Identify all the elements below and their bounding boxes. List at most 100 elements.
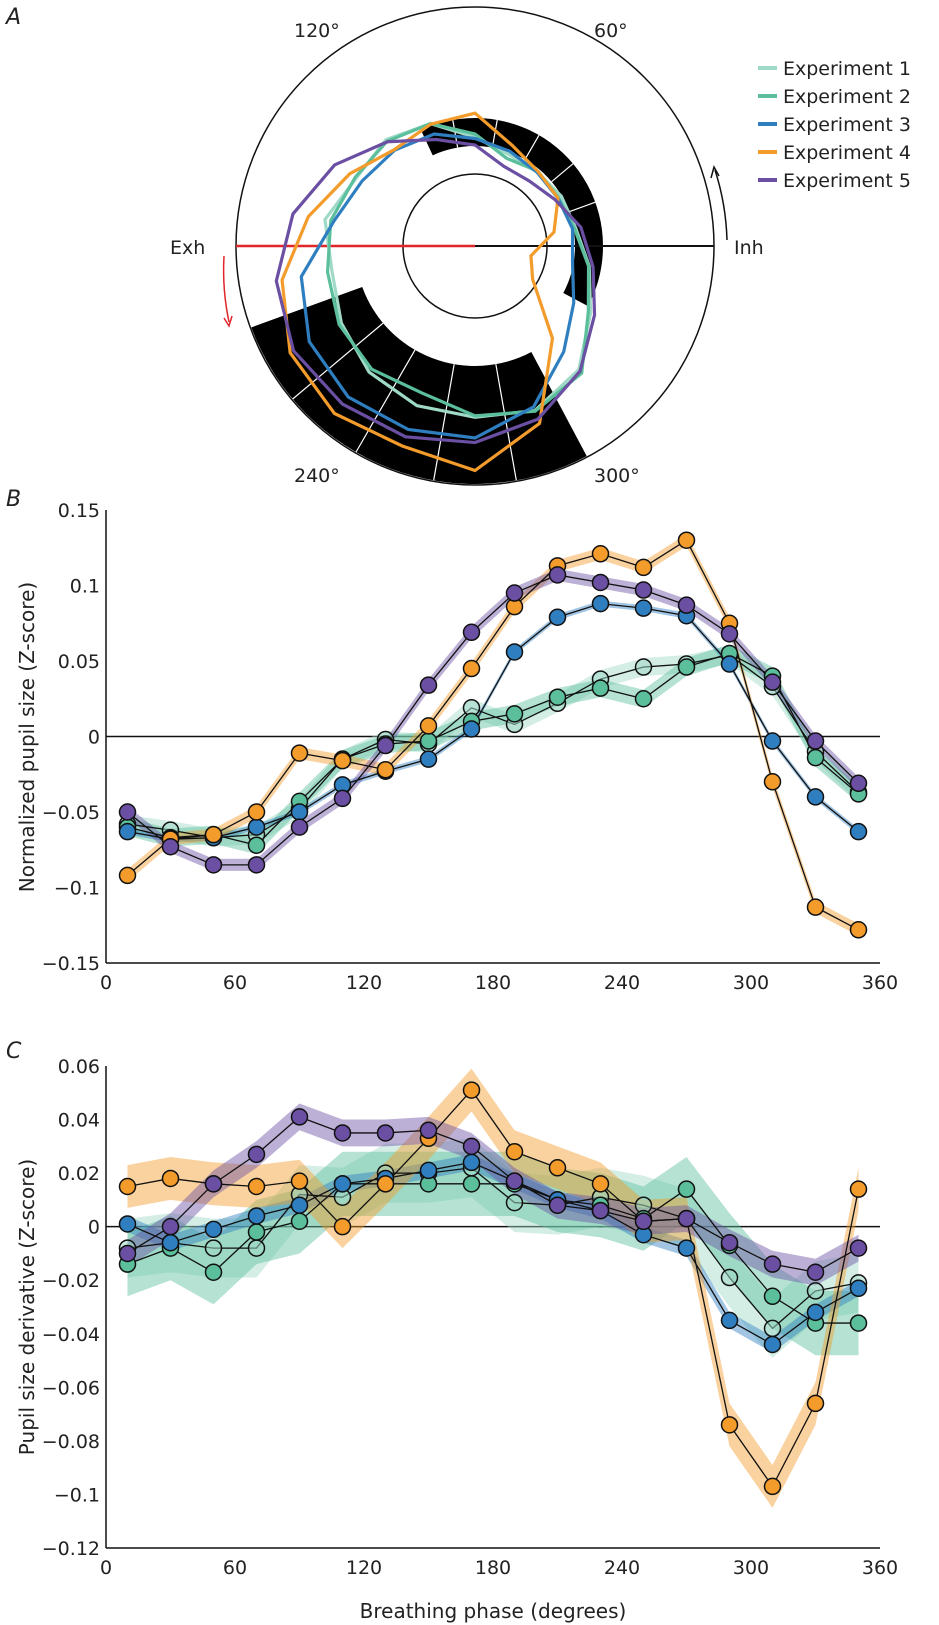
x-tick-label: 360 bbox=[862, 1557, 898, 1579]
angle-label-60: 60° bbox=[594, 20, 628, 42]
inhale-arrowhead-icon bbox=[710, 165, 720, 179]
data-point-experiment-2 bbox=[548, 688, 567, 706]
data-point-experiment-5 bbox=[118, 803, 137, 821]
data-point-experiment-5 bbox=[204, 856, 223, 874]
x-tick-label: 300 bbox=[733, 1557, 769, 1579]
y-tick-label: −0.06 bbox=[42, 1377, 100, 1399]
data-point-experiment-3 bbox=[763, 1335, 782, 1354]
x-tick-label: 180 bbox=[475, 972, 511, 994]
data-point-experiment-4 bbox=[763, 773, 782, 791]
y-tick-label: 0.15 bbox=[58, 500, 100, 522]
data-point-experiment-3 bbox=[849, 822, 868, 841]
x-tick-label: 0 bbox=[100, 972, 112, 994]
data-point-experiment-4 bbox=[806, 1394, 825, 1413]
data-point-experiment-1 bbox=[634, 658, 653, 676]
axes-b: 0 60 120 180 240 300 360 0.15 0.1 0.05 0 −0.05 −0.1 −… bbox=[42, 500, 898, 994]
data-point-experiment-1 bbox=[763, 1319, 782, 1338]
x-tick-label: 60 bbox=[223, 1557, 247, 1579]
data-point-experiment-3 bbox=[419, 750, 438, 768]
y-tick-label: −0.12 bbox=[42, 1538, 100, 1560]
data-point-experiment-5 bbox=[849, 774, 868, 793]
data-point-experiment-5 bbox=[247, 856, 266, 874]
y-tick-label: 0.06 bbox=[58, 1056, 100, 1078]
data-point-experiment-2 bbox=[634, 690, 653, 708]
data-point-experiment-5 bbox=[247, 1145, 266, 1164]
data-point-experiment-4 bbox=[118, 866, 137, 885]
data-point-experiment-4 bbox=[548, 1159, 567, 1177]
inhale-direction-arrow bbox=[714, 169, 728, 241]
data-point-experiment-5 bbox=[462, 1137, 481, 1156]
data-point-experiment-2 bbox=[204, 1263, 223, 1281]
data-point-experiment-5 bbox=[548, 566, 567, 584]
panel-label-c: C bbox=[6, 1039, 22, 1064]
x-tick-label: 0 bbox=[100, 1557, 112, 1579]
series-line-experiment-1 bbox=[127, 654, 859, 839]
data-point-experiment-1 bbox=[806, 1282, 825, 1300]
data-point-experiment-4 bbox=[462, 1081, 481, 1099]
x-tick-label: 300 bbox=[733, 972, 769, 994]
data-point-experiment-3 bbox=[806, 1303, 825, 1322]
y-tick-label: −0.02 bbox=[42, 1270, 100, 1292]
data-point-experiment-5 bbox=[677, 596, 696, 614]
data-point-experiment-2 bbox=[763, 1287, 782, 1306]
data-point-experiment-3 bbox=[419, 1161, 438, 1180]
data-point-experiment-4 bbox=[333, 751, 352, 770]
data-point-experiment-3 bbox=[849, 1279, 868, 1298]
data-point-experiment-4 bbox=[247, 1177, 266, 1196]
polar-trace-experiment-4 bbox=[280, 111, 560, 473]
legend-label-experiment-1: Experiment 1 bbox=[783, 58, 911, 80]
y-axis-label-c: Pupil size derivative (Z-score) bbox=[15, 1159, 39, 1455]
angle-label-120: 120° bbox=[294, 20, 340, 42]
data-point-experiment-4 bbox=[677, 531, 696, 549]
data-point-experiment-4 bbox=[591, 1175, 610, 1193]
data-point-experiment-5 bbox=[720, 625, 739, 643]
data-point-experiment-5 bbox=[376, 736, 395, 755]
data-point-experiment-3 bbox=[763, 732, 782, 750]
data-point-experiment-4 bbox=[849, 1180, 868, 1198]
data-point-experiment-4 bbox=[462, 659, 481, 678]
data-point-experiment-2 bbox=[591, 679, 610, 697]
data-point-experiment-5 bbox=[419, 676, 438, 694]
data-point-experiment-3 bbox=[677, 1239, 696, 1257]
data-point-experiment-5 bbox=[763, 673, 782, 691]
data-point-experiment-3 bbox=[462, 720, 481, 738]
data-point-experiment-2 bbox=[806, 748, 825, 767]
series-line-experiment-2 bbox=[127, 1183, 859, 1324]
data-point-experiment-4 bbox=[634, 558, 653, 577]
y-tick-label: −0.15 bbox=[42, 953, 100, 975]
legend-label-experiment-4: Experiment 4 bbox=[783, 142, 911, 164]
polar-band-divider bbox=[292, 322, 384, 400]
data-point-experiment-1 bbox=[204, 1239, 223, 1257]
data-point-experiment-3 bbox=[333, 1175, 352, 1193]
x-tick-label: 60 bbox=[223, 972, 247, 994]
axes-c: 0 60 120 180 240 300 360 0.06 0.04 0.02 0 −0.02 −0.0… bbox=[42, 1056, 898, 1579]
y-tick-label: −0.08 bbox=[42, 1431, 100, 1453]
data-point-experiment-3 bbox=[720, 1311, 739, 1330]
data-point-experiment-4 bbox=[376, 760, 395, 779]
data-point-experiment-4 bbox=[591, 545, 610, 563]
data-point-experiment-3 bbox=[290, 1196, 309, 1214]
data-point-experiment-5 bbox=[290, 1108, 309, 1126]
data-point-experiment-5 bbox=[505, 584, 524, 602]
data-point-experiment-3 bbox=[118, 822, 137, 841]
polar-trace-experiment-2 bbox=[325, 121, 591, 418]
polar-trace-experiment-5 bbox=[274, 137, 597, 445]
data-point-experiment-4 bbox=[290, 744, 309, 762]
data-point-experiment-5 bbox=[290, 818, 309, 836]
data-point-experiment-4 bbox=[161, 1169, 180, 1188]
series-line-experiment-4 bbox=[127, 539, 859, 931]
polar-band-divider bbox=[491, 119, 498, 148]
data-point-experiment-5 bbox=[376, 1124, 395, 1142]
data-point-experiment-2 bbox=[247, 836, 266, 854]
data-point-experiment-2 bbox=[505, 705, 524, 723]
error-band-experiment-4 bbox=[127, 534, 859, 936]
data-point-experiment-2 bbox=[247, 1223, 266, 1241]
y-tick-label: 0 bbox=[88, 727, 100, 749]
data-point-experiment-5 bbox=[677, 1209, 696, 1228]
data-point-experiment-5 bbox=[161, 1217, 180, 1236]
data-point-experiment-5 bbox=[806, 732, 825, 750]
error-band-experiment-2 bbox=[127, 1151, 859, 1356]
panel-label-b: B bbox=[6, 487, 21, 512]
data-point-experiment-4 bbox=[290, 1172, 309, 1190]
data-point-experiment-5 bbox=[591, 573, 610, 592]
